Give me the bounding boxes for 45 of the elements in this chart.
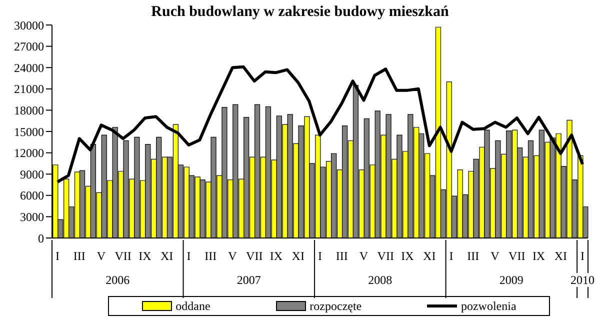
- y-tick-label: 24000: [14, 60, 44, 75]
- x-tick-label: V: [490, 249, 500, 263]
- x-tick-label: III: [467, 249, 480, 263]
- x-tick-label: XI: [554, 249, 567, 263]
- y-tick-label: 9000: [20, 167, 44, 182]
- x-tick-label: I: [318, 249, 322, 263]
- text: 2008: [368, 273, 392, 287]
- x-tick-label: VII: [377, 249, 394, 263]
- text: 2010: [570, 273, 595, 287]
- y-tick-label: 3000: [20, 210, 44, 224]
- x-tick-label: V: [96, 249, 106, 263]
- x-tick-label: VII: [508, 249, 526, 263]
- text: 2006: [106, 273, 130, 287]
- y-tick-label: 6000: [20, 188, 44, 203]
- y-tick-label: 27000: [14, 40, 44, 54]
- y-tick-label: 18000: [14, 103, 44, 118]
- x-tick-label: VII: [246, 249, 263, 263]
- y-tick-label: 15000: [14, 124, 44, 139]
- x-tick-label: I: [580, 249, 585, 263]
- y-tick-label: 0: [38, 231, 44, 246]
- x-tick-label: IX: [270, 249, 283, 263]
- x-tick-label: XI: [423, 249, 436, 263]
- y-tick-label: 30000: [14, 18, 44, 32]
- text: 2009: [499, 273, 524, 287]
- legend-label: oddane: [176, 299, 210, 313]
- x-tick-label: I: [186, 249, 191, 263]
- x-tick-label: III: [204, 249, 217, 263]
- x-tick-label: I: [55, 249, 60, 263]
- legend-label: rozpoczęte: [310, 299, 362, 313]
- x-tick-label: V: [359, 249, 368, 263]
- y-tick-label: 12000: [14, 146, 44, 160]
- y-tick-label: 21000: [14, 82, 44, 96]
- x-tick-label: III: [73, 249, 86, 263]
- x-tick-label: IX: [532, 249, 546, 263]
- x-tick-label: III: [336, 249, 348, 263]
- x-tick-label: IX: [138, 249, 152, 263]
- x-tick-label: I: [449, 249, 454, 263]
- chart-title: Ruch budowlany w zakresie budowy mieszkań: [151, 4, 449, 20]
- legend-label: pozwolenia: [460, 299, 516, 313]
- x-tick-label: XI: [160, 249, 174, 263]
- text: 2007: [236, 273, 261, 287]
- x-tick-label: XI: [292, 249, 304, 263]
- x-tick-label: IX: [401, 249, 414, 263]
- x-tick-label: VII: [114, 249, 132, 263]
- x-tick-label: V: [228, 249, 238, 263]
